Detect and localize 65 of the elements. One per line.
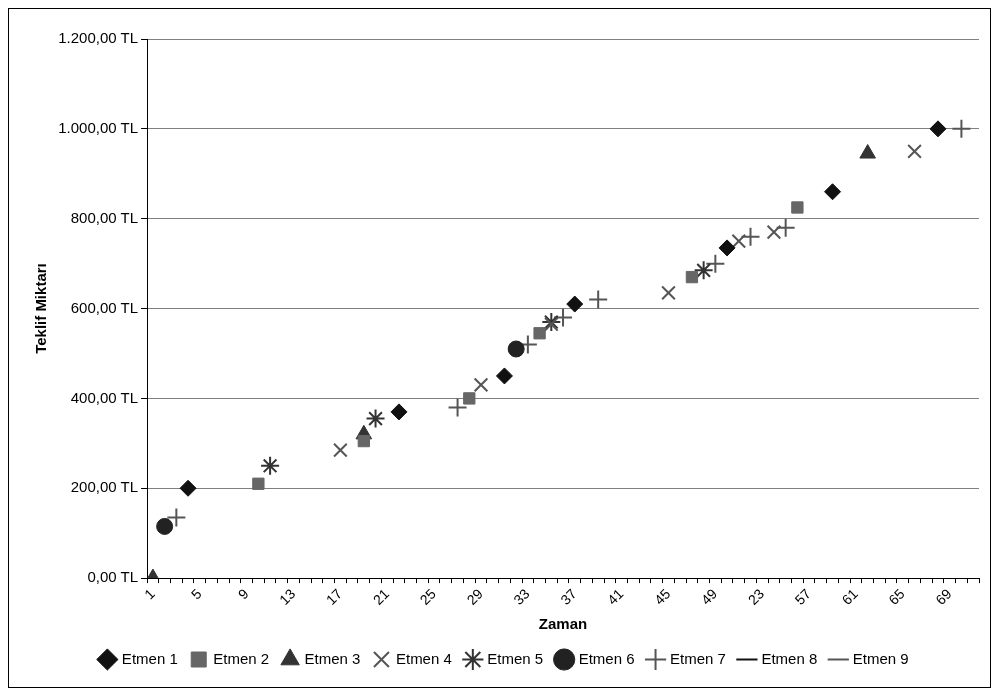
legend-label: Etmen 8 [761,649,818,667]
point [533,327,546,340]
point [929,120,947,138]
y-tick-label: 800,00 TL [70,208,139,226]
legend-label: Etmen 4 [395,649,452,667]
point [260,455,281,476]
point [693,260,714,281]
legend-label: Etmen 7 [670,649,726,667]
x-tick-label: 17 [322,585,346,608]
y-tick-label: 400,00 TL [70,388,139,406]
point [447,397,468,418]
y-tick-label: 200,00 TL [70,478,139,496]
x-tick-label: 61 [838,585,861,608]
point [463,392,476,405]
point [685,270,699,284]
x-tick-label: 23 [744,585,768,608]
legend-label: Etmen 6 [578,649,635,667]
x-tick-label: 45 [651,585,674,608]
point [365,408,386,429]
point [766,224,782,240]
x-tick-label: 41 [604,585,627,608]
point [390,403,408,421]
x-tick-label: 33 [510,585,533,608]
point [824,183,842,201]
point [156,517,174,535]
y-tick-label: 1.200,00 TL [58,29,139,47]
x-tick-label: 65 [885,585,908,608]
point [907,143,922,159]
point [473,377,489,393]
point [566,295,584,313]
x-tick-label: 49 [697,585,721,608]
point [333,442,348,458]
x-axis-title: Zaman [538,615,588,633]
x-tick-label: 21 [369,585,393,608]
y-tick-label: 0,00 TL [87,568,139,586]
point [951,118,972,139]
x-tick-label: 25 [416,585,440,608]
legend-label: Etmen 1 [121,649,178,667]
point [731,233,747,249]
x-tick-label: 69 [932,585,955,608]
y-tick-label: 1.000,00 TL [58,118,139,136]
point [718,239,736,257]
legend-label: Etmen 2 [213,649,270,667]
y-axis-title: Teklif Miktarı [32,263,50,354]
legend-label: Etmen 9 [852,649,909,667]
legend-label: Etmen 3 [304,649,361,667]
x-tick-label: 5 [187,585,205,603]
point [252,477,265,490]
point [661,285,676,301]
point [588,289,609,310]
point [705,253,726,274]
point [507,340,525,358]
x-tick-label: 13 [276,585,299,608]
x-tick-label: 9 [234,585,252,603]
point [179,479,197,497]
point [791,201,804,214]
legend-label: Etmen 5 [487,649,544,667]
point [166,507,187,528]
x-tick-label: 37 [557,585,580,608]
x-tick-label: 1 [140,585,158,603]
x-tick-label: 57 [791,585,815,608]
x-tick-label: 29 [463,585,487,608]
y-tick-label: 600,00 TL [70,298,139,316]
point [495,367,513,385]
point [357,434,370,448]
